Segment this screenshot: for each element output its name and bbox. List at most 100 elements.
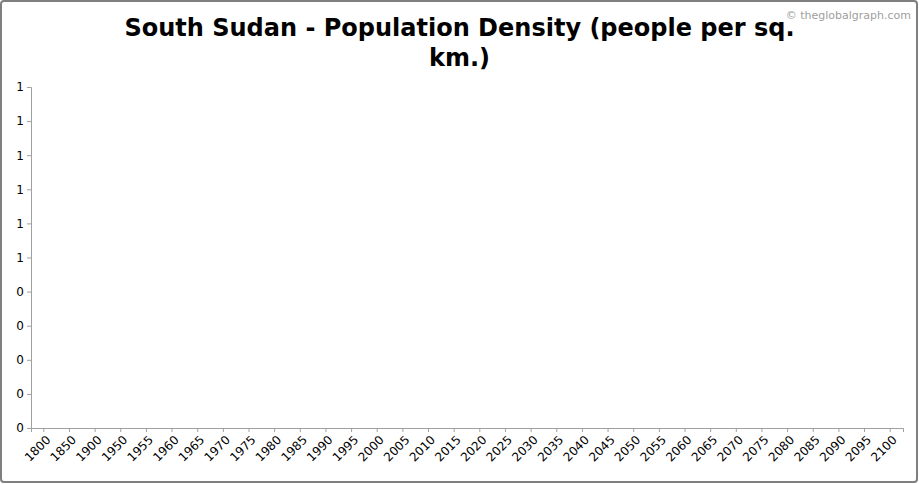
x-tick: 2100 — [868, 428, 899, 464]
y-tick-mark — [27, 292, 31, 293]
x-tick: 2060 — [663, 428, 694, 464]
x-tick: 2025 — [484, 428, 515, 464]
y-tick-mark — [27, 87, 31, 88]
x-tick-mark — [120, 428, 121, 432]
x-tick-mark — [813, 428, 814, 432]
x-tick-mark — [377, 428, 378, 432]
x-tick-mark — [325, 428, 326, 432]
x-tick: 1850 — [48, 428, 79, 464]
x-tick-mark — [402, 428, 403, 432]
x-tick-mark — [300, 428, 301, 432]
title: South Sudan - Population Density (people… — [124, 14, 794, 72]
x-tick-label: 1955 — [125, 433, 156, 464]
x-tick-mark — [223, 428, 224, 432]
x-tick: 1990 — [304, 428, 335, 464]
x-tick-label: 1800 — [22, 433, 53, 464]
x-tick-label: 2070 — [714, 433, 745, 464]
y-tick-mark — [27, 121, 31, 122]
x-tick-label: 1960 — [150, 433, 181, 464]
x-tick: 2030 — [509, 428, 540, 464]
x-tick-mark — [659, 428, 660, 432]
x-tick-label: 2040 — [561, 433, 592, 464]
y-tick: 1 — [16, 217, 31, 231]
x-tick: 1970 — [201, 428, 232, 464]
x-tick-label: 2015 — [432, 433, 463, 464]
x-tick-label: 1850 — [48, 433, 79, 464]
x-tick-label: 2010 — [407, 433, 438, 464]
x-tick-label: 1970 — [201, 433, 232, 464]
y-tick-mark — [27, 428, 31, 429]
y-tick-label: 0 — [16, 353, 24, 367]
y-tick: 1 — [16, 183, 31, 197]
x-tick-label: 1990 — [304, 433, 335, 464]
x-tick-label: 1950 — [99, 433, 130, 464]
chart: South Sudan - Population Density (people… — [0, 0, 919, 484]
x-tick-mark — [736, 428, 737, 432]
x-tick-mark — [43, 428, 44, 432]
x-tick: 2005 — [381, 428, 412, 464]
y-tick-label: 0 — [16, 387, 24, 401]
x-tick-mark — [761, 428, 762, 432]
x-tick: 2055 — [637, 428, 668, 464]
x-tick-mark — [633, 428, 634, 432]
x-tick: 2020 — [458, 428, 489, 464]
x-tick-mark — [685, 428, 686, 432]
x-tick-label: 2025 — [484, 433, 515, 464]
x-tick-label: 2045 — [586, 433, 617, 464]
x-tick-mark — [608, 428, 609, 432]
x-tick-mark — [95, 428, 96, 432]
x-tick: 2010 — [407, 428, 438, 464]
x-tick-label: 2065 — [689, 433, 720, 464]
x-tick: 2040 — [561, 428, 592, 464]
plot: 0000011111118001850190019501955196019651… — [16, 80, 903, 464]
x-tick: 2070 — [714, 428, 745, 464]
y-tick-mark — [27, 155, 31, 156]
y-tick-label: 1 — [16, 183, 24, 197]
x-tick-mark — [556, 428, 557, 432]
x-tick-label: 2090 — [817, 433, 848, 464]
x-tick-label: 2020 — [458, 433, 489, 464]
y-tick: 0 — [16, 285, 31, 299]
x-tick: 1900 — [73, 428, 104, 464]
y-tick-label: 0 — [16, 421, 24, 435]
y-tick: 0 — [16, 387, 31, 401]
x-tick: 1965 — [176, 428, 207, 464]
x-tick-mark — [838, 428, 839, 432]
x-tick-label: 1985 — [278, 433, 309, 464]
x-tick-mark — [146, 428, 147, 432]
y-tick-mark — [27, 189, 31, 190]
x-tick-label: 2035 — [535, 433, 566, 464]
x-tick: 2085 — [791, 428, 822, 464]
y-tick-label: 1 — [16, 217, 24, 231]
y-tick-mark — [27, 360, 31, 361]
x-tick-label: 2055 — [637, 433, 668, 464]
y-tick-label: 1 — [16, 114, 24, 128]
y-tick-label: 0 — [16, 319, 24, 333]
x-tick: 2095 — [843, 428, 874, 464]
x-tick-mark — [787, 428, 788, 432]
x-tick: 1975 — [227, 428, 258, 464]
y-tick-label: 1 — [16, 149, 24, 163]
x-tick: 1960 — [150, 428, 181, 464]
x-tick: 2075 — [740, 428, 771, 464]
x-tick-mark — [69, 428, 70, 432]
x-tick-label: 2100 — [868, 433, 899, 464]
x-tick-label: 1975 — [227, 433, 258, 464]
x-tick-label: 1995 — [330, 433, 361, 464]
y-tick: 1 — [16, 114, 31, 128]
x-tick-label: 2060 — [663, 433, 694, 464]
x-tick: 2065 — [689, 428, 720, 464]
frame — [1, 1, 917, 482]
y-tick: 0 — [16, 319, 31, 333]
y-tick: 0 — [16, 421, 31, 435]
y-tick: 0 — [16, 353, 31, 367]
x-tick: 2045 — [586, 428, 617, 464]
x-tick: 1950 — [99, 428, 130, 464]
x-tick-mark — [531, 428, 532, 432]
x-tick-label: 2050 — [612, 433, 643, 464]
y-tick-mark — [27, 223, 31, 224]
x-tick-mark — [249, 428, 250, 432]
x-tick-mark — [274, 428, 275, 432]
x-tick-mark — [710, 428, 711, 432]
x-tick-mark — [890, 428, 891, 432]
